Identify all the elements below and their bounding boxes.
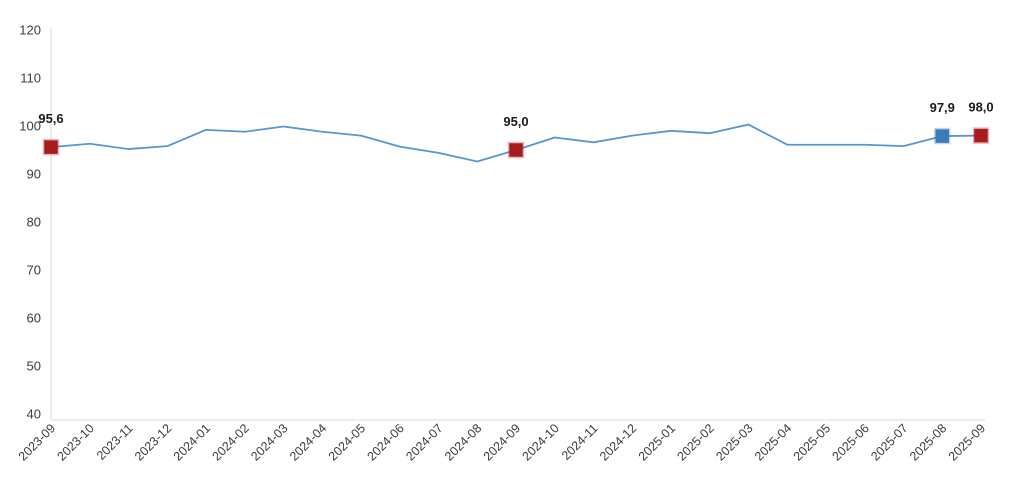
y-tick-label: 70: [27, 263, 41, 278]
x-tick-label: 2025-06: [830, 421, 872, 463]
x-tick-label: 2024-11: [559, 421, 601, 463]
x-tick-label: 2024-05: [326, 421, 368, 463]
data-point-marker[interactable]: [507, 141, 525, 159]
y-tick-label: 90: [27, 167, 41, 182]
data-point-label: 98,0: [968, 100, 993, 115]
y-tick-label: 80: [27, 215, 41, 230]
x-tick-label: 2023-11: [94, 421, 136, 463]
x-tick-label: 2024-04: [287, 421, 329, 463]
x-tick-label: 2025-05: [791, 421, 833, 463]
y-tick-label: 110: [20, 71, 41, 86]
x-tick-label: 2023-10: [55, 421, 97, 463]
y-tick-label: 100: [19, 119, 41, 134]
data-point-label: 95,0: [503, 114, 528, 129]
x-tick-label: 2025-03: [713, 421, 755, 463]
x-tick-label: 2023-09: [16, 421, 58, 463]
x-tick-label: 2025-02: [675, 421, 717, 463]
x-tick-label: 2024-08: [442, 421, 484, 463]
y-tick-label: 120: [19, 23, 41, 38]
x-tick-label: 2023-12: [132, 421, 174, 463]
x-tick-label: 2024-12: [597, 421, 639, 463]
x-tick-label: 2024-09: [481, 421, 523, 463]
x-tick-label: 2025-04: [752, 421, 794, 463]
x-tick-label: 2025-09: [946, 421, 988, 463]
data-point-marker[interactable]: [934, 127, 951, 145]
data-point-marker[interactable]: [972, 127, 990, 144]
data-point-marker[interactable]: [42, 138, 60, 156]
x-tick-label: 2024-02: [210, 421, 252, 463]
y-tick-label: 40: [27, 407, 41, 422]
x-tick-label: 2024-03: [248, 421, 290, 463]
x-tick-label: 2025-01: [636, 421, 678, 463]
data-point-label: 97,9: [930, 100, 955, 115]
x-tick-label: 2024-06: [365, 421, 407, 463]
x-tick-label: 2024-01: [171, 421, 213, 463]
y-tick-label: 50: [27, 359, 41, 374]
x-tick-label: 2025-08: [907, 421, 949, 463]
data-point-label: 95,6: [38, 111, 63, 126]
x-tick-label: 2024-10: [520, 421, 562, 463]
y-tick-label: 60: [27, 311, 41, 326]
x-tick-label: 2025-07: [868, 421, 910, 463]
x-tick-label: 2024-07: [403, 421, 445, 463]
